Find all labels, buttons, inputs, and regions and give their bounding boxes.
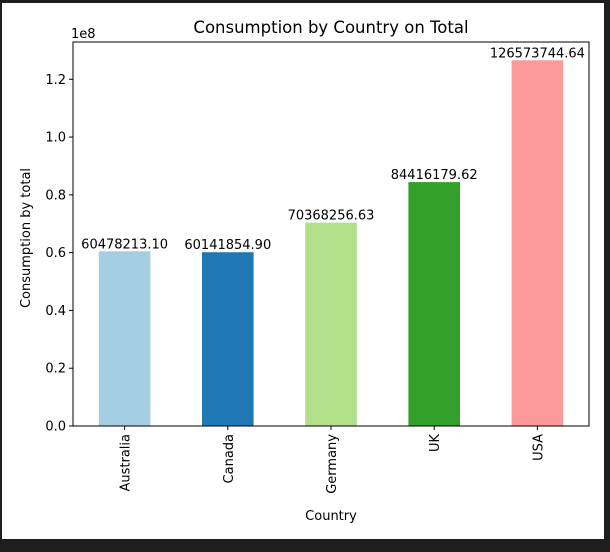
x-axis-label: Country bbox=[305, 509, 357, 524]
bar-usa bbox=[511, 60, 564, 427]
x-tick-label-canada: Canada bbox=[222, 434, 237, 483]
y-tick-label: 0.2 bbox=[45, 362, 66, 377]
bar-australia bbox=[98, 251, 151, 426]
y-axis-label: Consumption by total bbox=[19, 168, 34, 308]
x-tick-label-australia: Australia bbox=[119, 434, 134, 492]
y-axis: 0.0 0.2 0.4 0.6 0.8 1.0 1.2 bbox=[45, 73, 73, 435]
y-tick-label: 1.2 bbox=[45, 73, 66, 88]
bar-uk bbox=[408, 182, 460, 426]
bar-germany bbox=[305, 222, 357, 426]
x-tick-label-uk: UK bbox=[428, 434, 443, 453]
y-tick-label: 0.8 bbox=[45, 188, 66, 203]
data-labels: 60478213.10 60141854.90 70368256.63 8441617… bbox=[81, 46, 585, 253]
data-label-canada: 60141854.90 bbox=[184, 238, 271, 253]
plot-area-border bbox=[72, 41, 590, 427]
y-tick-label: 0.6 bbox=[45, 246, 66, 261]
x-tick-label-usa: USA bbox=[531, 434, 546, 461]
x-axis: Australia Canada Germany UK USA bbox=[119, 426, 546, 494]
data-label-uk: 84416179.62 bbox=[391, 168, 478, 183]
chart-title: Consumption by Country on Total bbox=[193, 18, 468, 37]
y-tick-label: 0.4 bbox=[45, 304, 66, 319]
data-label-australia: 60478213.10 bbox=[81, 237, 168, 252]
data-label-germany: 70368256.63 bbox=[288, 209, 375, 224]
x-tick-label-germany: Germany bbox=[325, 434, 340, 494]
figure-canvas: Consumption by Country on Total 1e8 Cons… bbox=[2, 3, 604, 539]
bar-canada bbox=[202, 252, 254, 426]
bar-series bbox=[98, 60, 564, 427]
y-axis-offset-label: 1e8 bbox=[71, 27, 96, 42]
y-tick-label: 1.0 bbox=[45, 131, 66, 146]
bar-chart: Consumption by Country on Total 1e8 Cons… bbox=[19, 18, 590, 524]
data-label-usa: 126573744.64 bbox=[490, 46, 585, 61]
y-tick-label: 0.0 bbox=[45, 420, 66, 435]
